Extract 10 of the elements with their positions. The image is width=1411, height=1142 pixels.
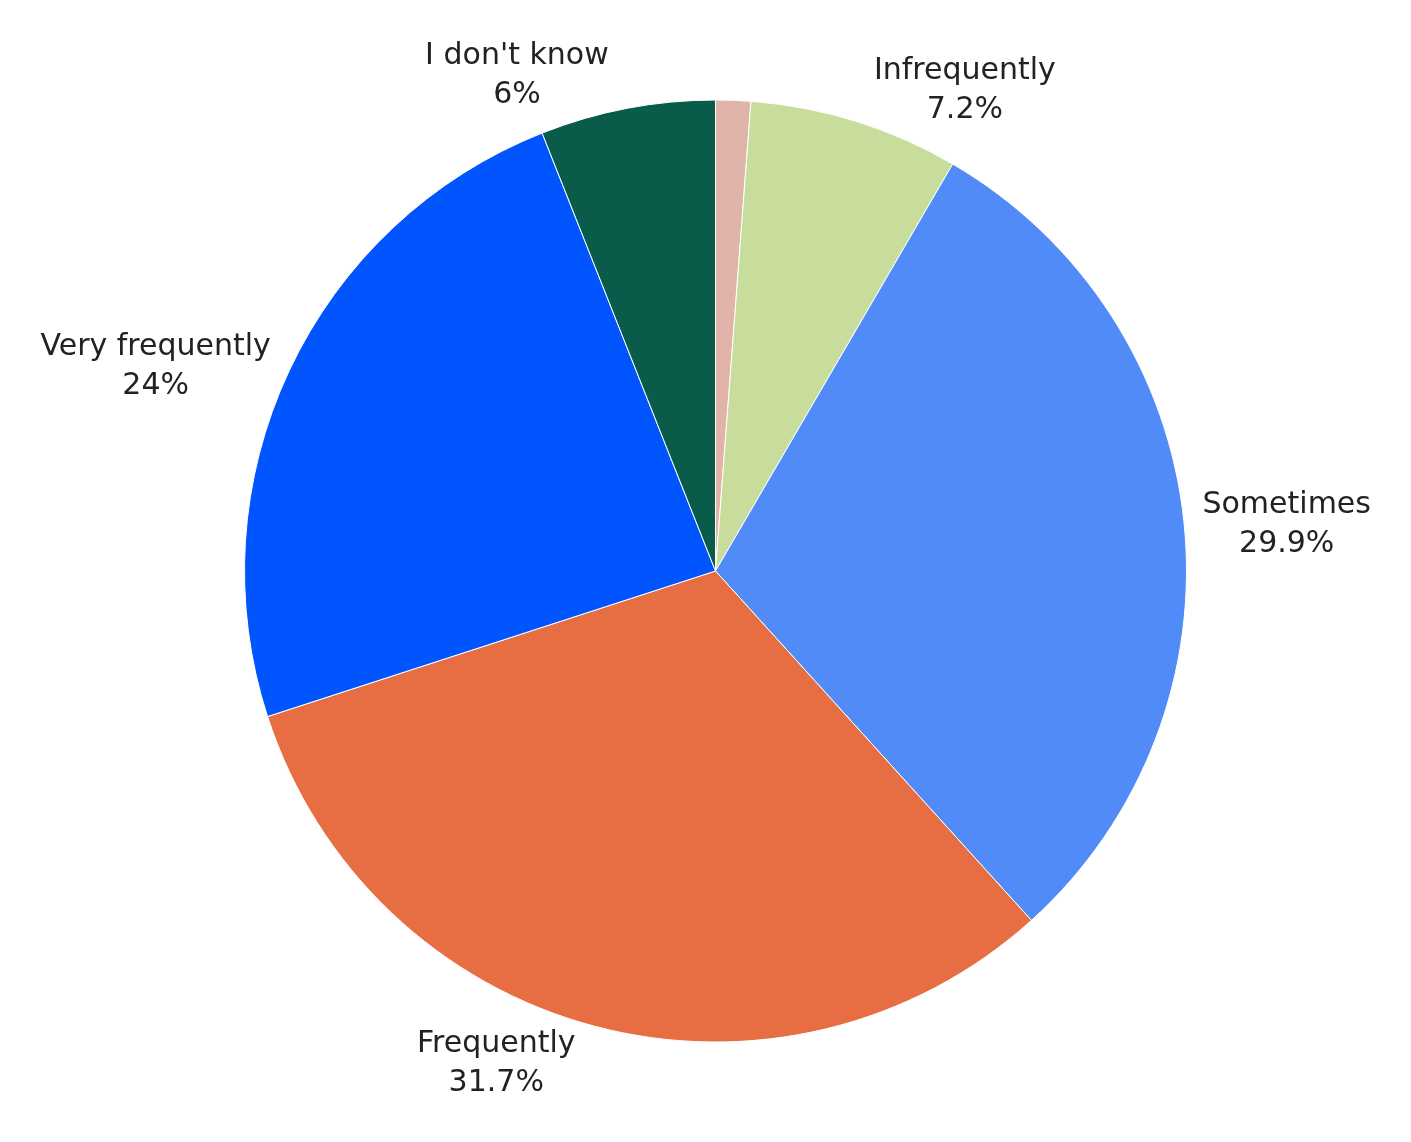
slice-label: Infrequently [873, 50, 1056, 86]
slice-label: Very frequently [40, 326, 271, 362]
data-label: 6% [493, 74, 541, 110]
data-label: 29.9% [1239, 523, 1335, 559]
slice-label: Frequently [416, 1023, 576, 1059]
data-label: 7.2% [926, 89, 1003, 125]
slice-label: I don't know [425, 35, 609, 71]
data-label: 24% [122, 365, 189, 401]
slice-label: Sometimes [1202, 484, 1371, 520]
data-label: 31.7% [448, 1062, 544, 1098]
